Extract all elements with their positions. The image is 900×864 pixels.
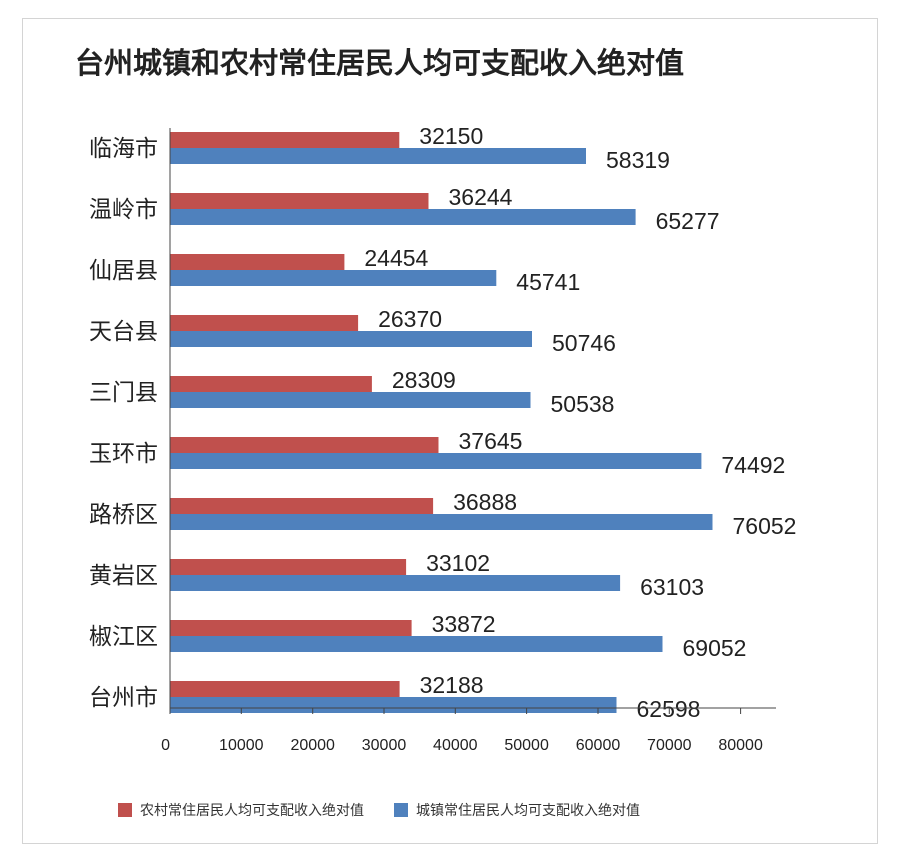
bar-rural xyxy=(170,376,372,392)
bar-rural xyxy=(170,559,407,575)
x-tick-label: 0 xyxy=(161,737,170,754)
category-label: 台州市 xyxy=(89,685,158,711)
x-tick-label: 70000 xyxy=(647,737,692,754)
bar-urban xyxy=(170,270,497,286)
legend-item-rural: 农村常住居民人均可支配收入绝对值 xyxy=(118,800,364,820)
x-tick-label: 40000 xyxy=(433,737,478,754)
axis-layer: 0 10000 20000 30000 40000 50000 60000 70000 8000… xyxy=(161,128,776,754)
legend-swatch-rural xyxy=(118,803,132,817)
bar-rural xyxy=(170,681,400,697)
x-tick-label: 10000 xyxy=(219,737,264,754)
value-label-urban: 63103 xyxy=(640,574,704,600)
bar-rural xyxy=(170,437,439,453)
chart-title: 台州城镇和农村常住居民人均可支配收入绝对值 xyxy=(75,46,685,80)
bar-urban xyxy=(170,697,617,713)
value-label-rural: 32150 xyxy=(419,123,483,149)
value-label-urban: 74492 xyxy=(721,452,785,478)
value-label-urban: 58319 xyxy=(606,147,670,173)
bar-urban xyxy=(170,575,621,591)
x-tick-label: 60000 xyxy=(576,737,621,754)
value-label-urban: 50746 xyxy=(552,330,616,356)
x-tick-label: 80000 xyxy=(718,737,763,754)
value-label-rural: 33102 xyxy=(426,550,490,576)
bar-urban xyxy=(170,453,702,469)
value-label-rural: 36888 xyxy=(453,489,517,515)
legend-item-urban: 城镇常住居民人均可支配收入绝对值 xyxy=(394,800,640,820)
category-label: 三门县 xyxy=(89,380,158,406)
bar-urban xyxy=(170,209,636,225)
value-label-urban: 65277 xyxy=(656,208,720,234)
bar-rural xyxy=(170,132,400,148)
bar-rural xyxy=(170,254,345,270)
bar-rural xyxy=(170,315,359,331)
value-label-urban: 76052 xyxy=(733,513,797,539)
category-label: 路桥区 xyxy=(89,502,158,528)
legend-label-urban: 城镇常住居民人均可支配收入绝对值 xyxy=(416,803,640,819)
category-label: 椒江区 xyxy=(89,624,158,650)
bar-rural xyxy=(170,193,429,209)
labels-layer: 临海市 32150 58319 温岭市 36244 65277 仙居县 24454 45741 天… xyxy=(89,123,796,722)
value-label-rural: 36244 xyxy=(449,184,513,210)
bars-layer xyxy=(170,132,713,713)
x-tick-label: 30000 xyxy=(362,737,407,754)
legend: 农村常住居民人均可支配收入绝对值 城镇常住居民人均可支配收入绝对值 xyxy=(118,800,640,820)
bar-urban xyxy=(170,636,663,652)
x-tick-label: 20000 xyxy=(290,737,335,754)
category-label: 仙居县 xyxy=(89,258,158,284)
legend-label-rural: 农村常住居民人均可支配收入绝对值 xyxy=(140,803,364,819)
category-label: 临海市 xyxy=(89,136,158,162)
bar-urban xyxy=(170,392,531,408)
value-label-rural: 24454 xyxy=(364,245,428,271)
bar-urban xyxy=(170,148,586,164)
value-label-rural: 37645 xyxy=(459,428,523,454)
value-label-urban: 62598 xyxy=(637,696,701,722)
value-label-urban: 45741 xyxy=(516,269,580,295)
legend-swatch-urban xyxy=(394,803,408,817)
value-label-rural: 32188 xyxy=(420,672,484,698)
value-label-rural: 33872 xyxy=(432,611,496,637)
value-label-urban: 69052 xyxy=(683,635,747,661)
bar-rural xyxy=(170,498,434,514)
bar-urban xyxy=(170,331,532,347)
bar-urban xyxy=(170,514,713,530)
value-label-urban: 50538 xyxy=(551,391,615,417)
value-label-rural: 28309 xyxy=(392,367,456,393)
category-label: 玉环市 xyxy=(89,441,158,467)
category-label: 天台县 xyxy=(89,319,158,345)
category-label: 黄岩区 xyxy=(89,563,158,589)
value-label-rural: 26370 xyxy=(378,306,442,332)
bar-rural xyxy=(170,620,412,636)
x-tick-label: 50000 xyxy=(504,737,549,754)
category-label: 温岭市 xyxy=(89,197,158,223)
